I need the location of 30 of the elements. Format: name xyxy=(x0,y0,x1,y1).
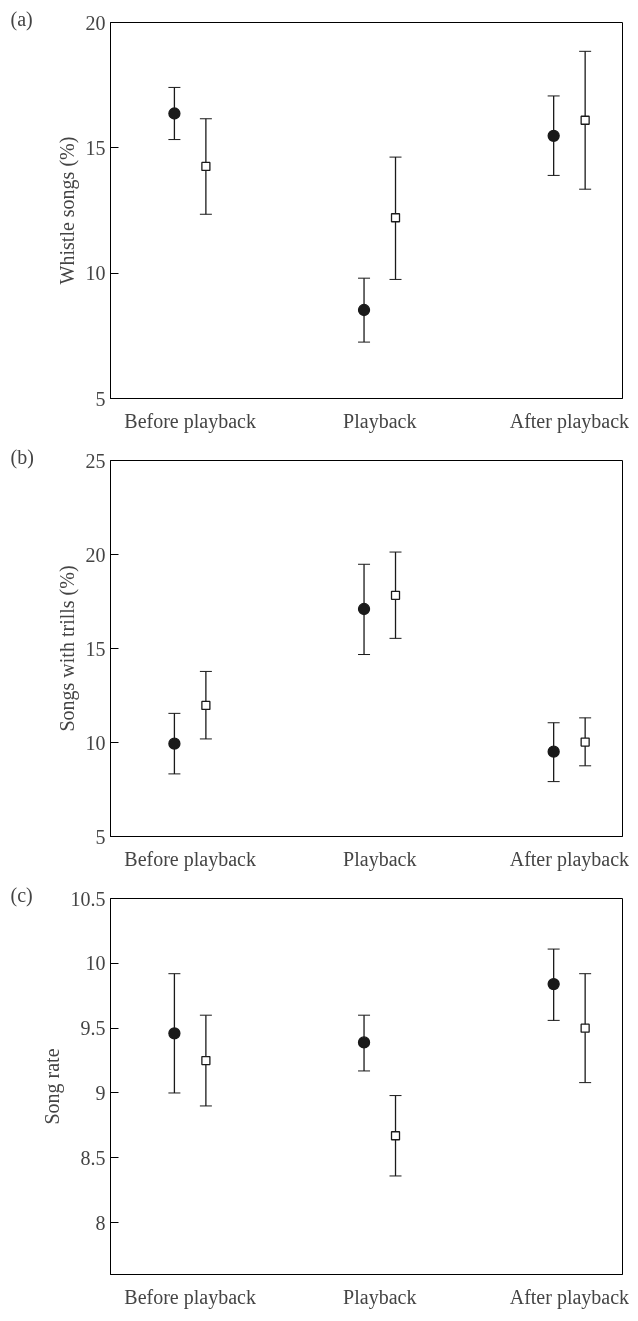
x-tick-label: After playback xyxy=(509,409,630,433)
y-tick-label: 10.5 xyxy=(70,887,106,910)
y-tick-label: 10 xyxy=(85,731,106,754)
x-tick-label: Playback xyxy=(343,409,417,433)
chart-title: (a) xyxy=(10,7,33,31)
y-axis-title: Songs with trills (%) xyxy=(55,565,79,732)
x-tick-label: Playback xyxy=(343,1285,417,1309)
y-tick-label: 5 xyxy=(95,825,106,848)
x-tick-label: After playback xyxy=(509,1285,630,1309)
y-tick-label: 20 xyxy=(85,543,106,566)
x-tick-label: After playback xyxy=(509,847,630,871)
y-tick-label: 10 xyxy=(85,952,106,975)
y-tick-label: 9.5 xyxy=(80,1017,106,1040)
y-tick-label: 9 xyxy=(95,1081,106,1104)
chart-title: (c) xyxy=(10,883,33,907)
y-tick-label: 10 xyxy=(85,262,106,285)
y-tick-label: 8 xyxy=(95,1211,106,1234)
y-tick-label: 15 xyxy=(85,136,106,159)
x-tick-label: Before playback xyxy=(124,847,256,871)
x-tick-label: Before playback xyxy=(124,1285,256,1309)
y-tick-label: 5 xyxy=(95,387,106,410)
y-tick-label: 8.5 xyxy=(80,1146,106,1169)
y-tick-label: 20 xyxy=(85,11,106,34)
chart-title: (b) xyxy=(10,445,34,469)
y-tick-label: 25 xyxy=(85,449,106,472)
x-tick-label: Playback xyxy=(343,847,417,871)
y-axis-title: Song rate xyxy=(40,1048,64,1125)
x-tick-label: Before playback xyxy=(124,409,256,433)
y-tick-label: 15 xyxy=(85,637,106,660)
y-axis-title: Whistle songs (%) xyxy=(55,136,79,285)
